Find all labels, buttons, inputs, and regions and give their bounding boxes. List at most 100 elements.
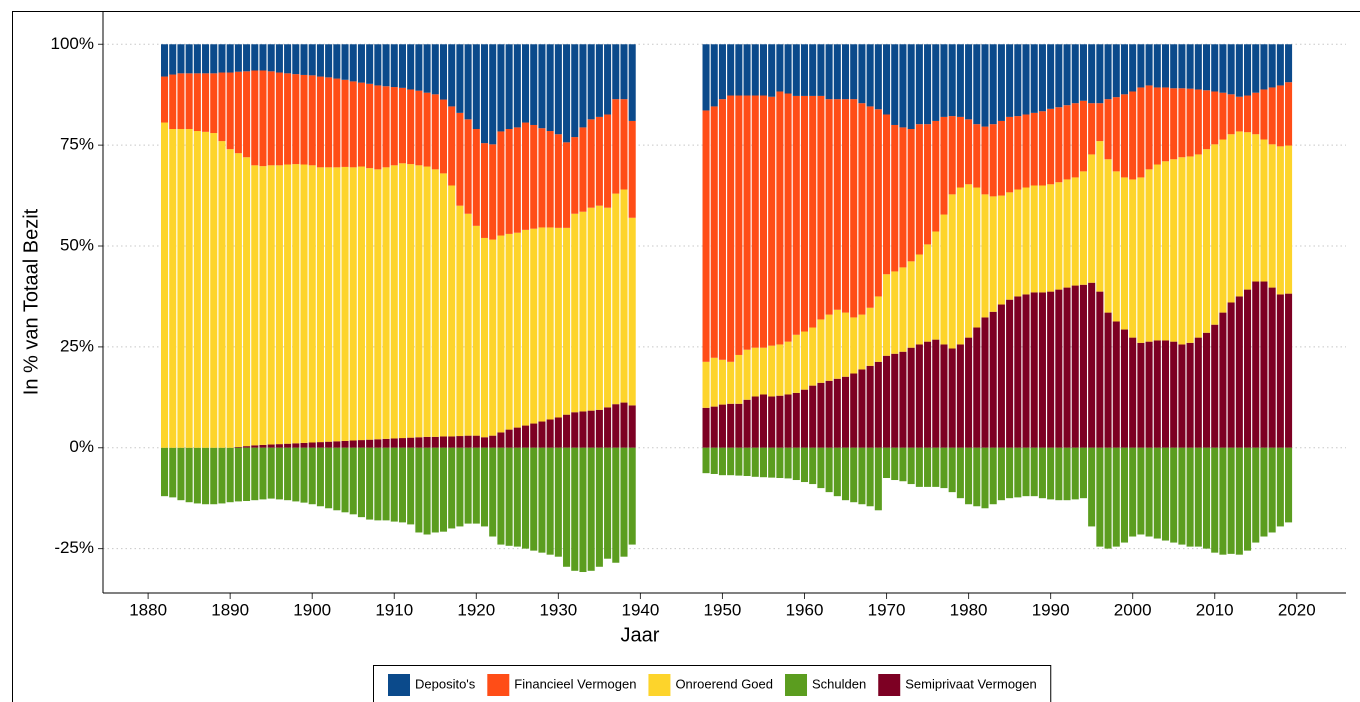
legend-label: Financieel Vermogen bbox=[514, 676, 636, 691]
bar-segment bbox=[710, 106, 718, 358]
bar-segment bbox=[1244, 44, 1252, 96]
x-tick-label: 1910 bbox=[375, 600, 413, 619]
bar-segment bbox=[407, 89, 415, 165]
bar-segment bbox=[1006, 447, 1014, 499]
bar-segment bbox=[1170, 447, 1178, 543]
bar-segment bbox=[292, 74, 300, 165]
bar-segment bbox=[735, 447, 743, 476]
bar-segment bbox=[702, 407, 710, 448]
bar-segment bbox=[1227, 94, 1235, 135]
bar-segment bbox=[193, 131, 201, 448]
bar-segment bbox=[1014, 447, 1022, 498]
bar-segment bbox=[439, 436, 448, 448]
y-tick-label: 0% bbox=[69, 437, 94, 456]
bar-segment bbox=[1178, 157, 1186, 345]
bar-segment bbox=[1252, 281, 1260, 448]
bar-segment bbox=[448, 106, 456, 186]
bar-segment bbox=[579, 447, 587, 573]
bar-segment bbox=[563, 227, 571, 415]
bar-segment bbox=[1244, 95, 1252, 133]
bar-segment bbox=[973, 187, 981, 328]
bar-segment bbox=[448, 436, 456, 448]
bar-segment bbox=[210, 73, 218, 134]
bar-segment bbox=[456, 205, 464, 437]
bar-segment bbox=[612, 99, 620, 194]
bar-segment bbox=[628, 217, 636, 406]
bar-segment bbox=[366, 447, 374, 520]
x-tick-label: 1970 bbox=[868, 600, 906, 619]
bar-segment bbox=[579, 44, 587, 128]
bar-segment bbox=[407, 44, 415, 90]
bar-segment bbox=[300, 44, 308, 75]
bar-segment bbox=[1260, 139, 1268, 282]
bar-segment bbox=[1268, 87, 1276, 145]
bar-segment bbox=[1178, 88, 1186, 158]
bar-segment bbox=[366, 44, 374, 84]
bar-segment bbox=[234, 44, 242, 72]
bar-segment bbox=[1055, 107, 1063, 183]
bar-segment bbox=[883, 355, 891, 448]
bar-segment bbox=[366, 168, 374, 440]
bar-segment bbox=[1022, 114, 1030, 188]
bar-segment bbox=[940, 214, 948, 345]
bar-segment bbox=[587, 207, 595, 411]
bar-segment bbox=[259, 44, 267, 71]
bar-segment bbox=[776, 91, 784, 345]
bar-segment bbox=[989, 196, 997, 312]
bar-segment bbox=[1153, 87, 1161, 165]
bar-segment bbox=[341, 166, 349, 441]
bar-segment bbox=[989, 311, 997, 448]
bar-segment bbox=[841, 312, 850, 377]
bar-segment bbox=[1252, 92, 1260, 135]
bar-segment bbox=[1129, 91, 1137, 180]
bar-segment bbox=[628, 405, 636, 448]
bar-segment bbox=[1104, 312, 1112, 448]
bar-segment bbox=[407, 164, 415, 438]
bar-segment bbox=[554, 134, 562, 228]
bar-segment bbox=[866, 447, 874, 507]
bar-segment bbox=[1178, 447, 1186, 545]
legend: Deposito's Financieel Vermogen Onroerend G… bbox=[373, 665, 1052, 702]
bar-segment bbox=[1285, 293, 1293, 448]
bar-segment bbox=[431, 169, 439, 437]
bar-segment bbox=[1194, 447, 1202, 547]
bar-segment bbox=[924, 44, 932, 125]
bar-segment bbox=[1194, 154, 1202, 338]
bar-segment bbox=[1063, 287, 1071, 448]
bar-segment bbox=[530, 447, 538, 551]
bar-segment bbox=[727, 361, 735, 404]
bar-segment bbox=[571, 412, 579, 448]
bar-segment bbox=[308, 44, 316, 76]
bar-segment bbox=[956, 44, 964, 117]
x-tick-label: 1990 bbox=[1032, 600, 1070, 619]
bar-segment bbox=[423, 166, 431, 437]
bar-segment bbox=[1088, 282, 1096, 448]
bar-segment bbox=[1170, 88, 1178, 160]
bar-segment bbox=[284, 447, 292, 501]
bar-segment bbox=[554, 417, 562, 448]
bar-segment bbox=[325, 167, 333, 442]
bar-segment bbox=[169, 74, 177, 130]
bar-segment bbox=[1170, 341, 1178, 448]
bar-segment bbox=[792, 334, 800, 393]
bar-segment bbox=[357, 166, 365, 441]
bar-segment bbox=[612, 44, 620, 100]
x-tick-label: 1930 bbox=[539, 600, 577, 619]
bar-segment bbox=[1145, 85, 1153, 170]
bar-segment bbox=[595, 447, 603, 567]
bar-segment bbox=[1219, 312, 1227, 448]
bar-segment bbox=[366, 439, 374, 448]
bar-segment bbox=[899, 447, 907, 482]
bar-segment bbox=[948, 116, 956, 195]
bar-segment bbox=[325, 447, 333, 509]
bar-segment bbox=[202, 73, 210, 132]
bar-segment bbox=[817, 382, 825, 448]
bar-segment bbox=[710, 44, 718, 107]
bar-segment bbox=[784, 93, 792, 342]
bar-segment bbox=[218, 72, 226, 142]
bar-segment bbox=[563, 447, 571, 567]
bar-segment bbox=[784, 44, 792, 94]
bar-segment bbox=[284, 73, 292, 165]
bar-segment bbox=[718, 99, 726, 360]
bar-segment bbox=[546, 419, 554, 448]
